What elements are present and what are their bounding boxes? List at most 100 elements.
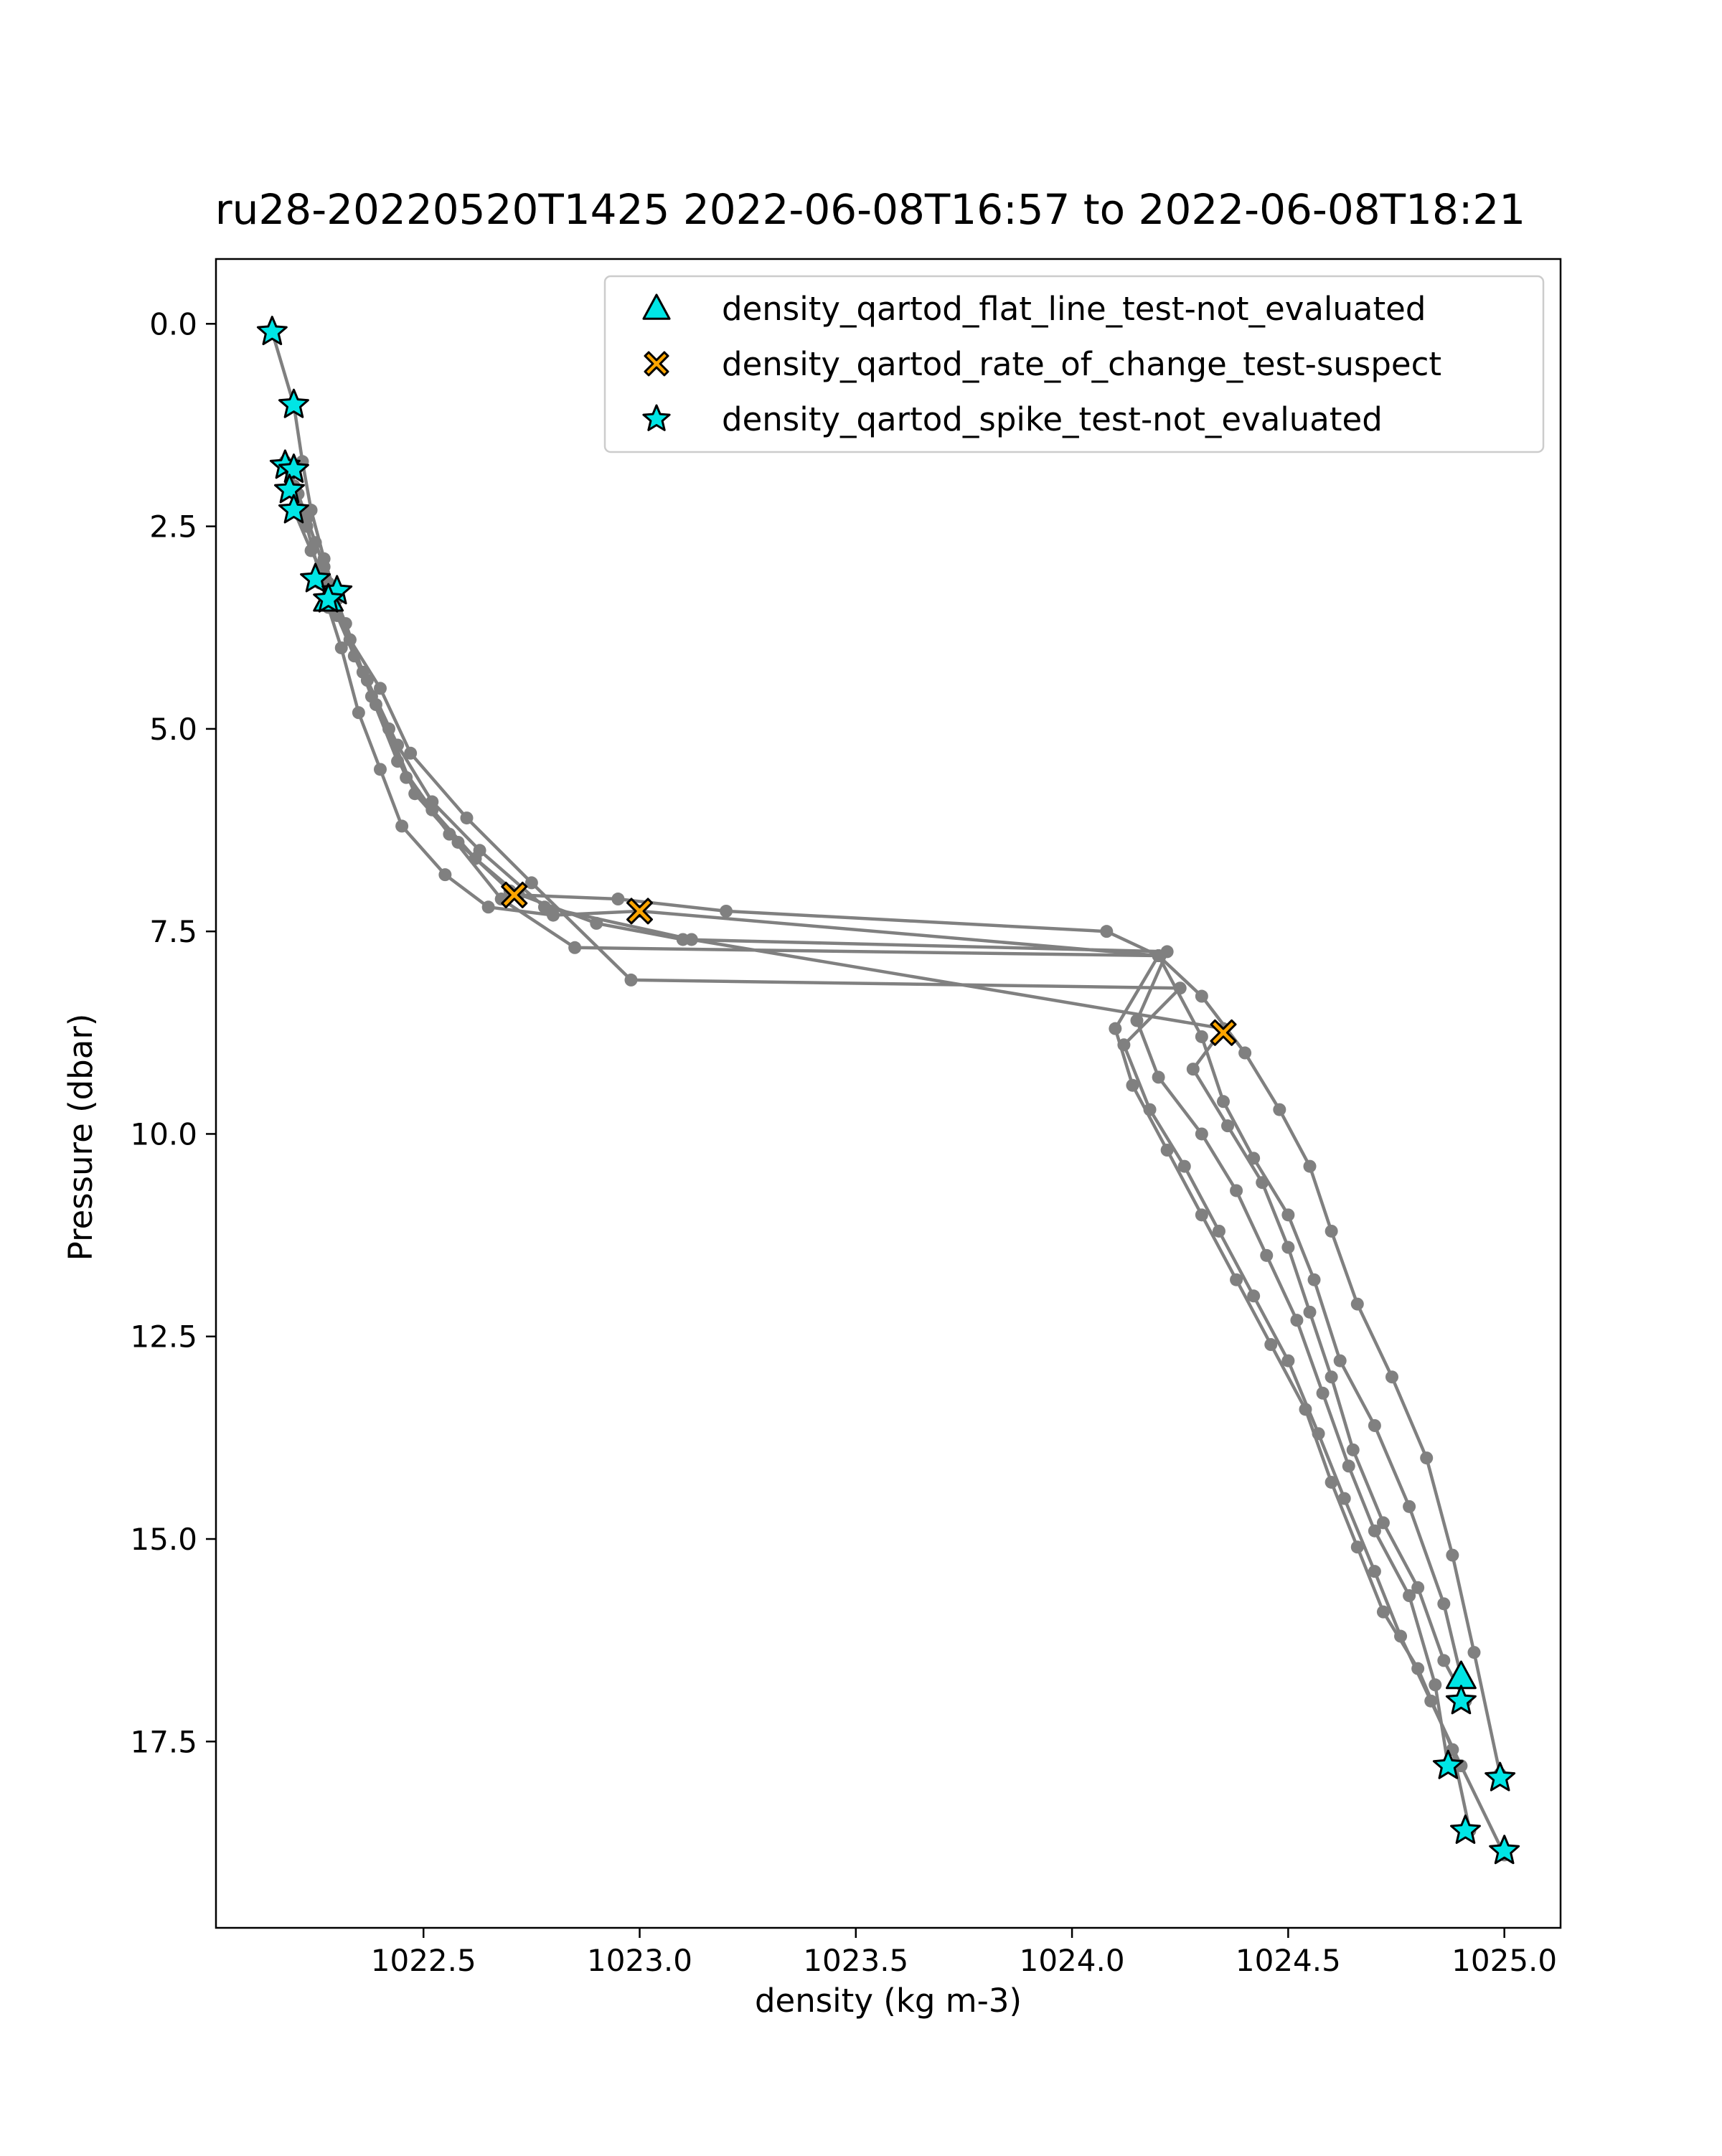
profile-point: [547, 908, 560, 922]
flag-marker-star: [278, 388, 309, 418]
profile-point: [1281, 1241, 1295, 1254]
legend-marker-x: [644, 351, 669, 377]
flag-series-0: [313, 583, 1477, 1690]
flag-markers-layer: [256, 316, 1520, 1865]
y-tick-label: 15.0: [130, 1522, 197, 1557]
legend-item-0: density_qartod_flat_line_test-not_evalua…: [642, 290, 1426, 328]
legend-marker-star: [642, 404, 671, 431]
x-tick-label: 1025.0: [1452, 1943, 1557, 1978]
profile-point: [1368, 1565, 1381, 1578]
legend: density_qartod_flat_line_test-not_evalua…: [603, 275, 1545, 453]
profile-point: [352, 706, 365, 720]
profile-point: [1230, 1273, 1243, 1286]
profile-point: [1316, 1386, 1330, 1400]
profile-line: [283, 461, 1463, 1677]
axes-layer: 1022.5 1023.0 1023.5 1024.0 1024.5 1025.0 0.0 2…: [130, 258, 1562, 1978]
profile-1: [278, 455, 1468, 1683]
profile-line: [318, 582, 1467, 1702]
flag-series-1: [501, 881, 1237, 1046]
profile-point: [1195, 989, 1208, 1003]
flag-series-2: [256, 316, 1520, 1865]
x-tick-label: 1023.0: [587, 1943, 692, 1978]
profile-point: [1160, 1144, 1174, 1157]
flag-marker-x: [501, 881, 528, 908]
profile-0: [265, 325, 1507, 1781]
legend-label: density_qartod_spike_test-not_evaluated: [722, 400, 1383, 438]
profile-point: [400, 771, 413, 784]
x-tick-label: 1024.0: [1020, 1943, 1125, 1978]
profile-point: [537, 900, 551, 914]
chart-title: ru28-20220520T1425 2022-06-08T16:57 to 2…: [215, 185, 1525, 234]
profile-point: [1403, 1589, 1416, 1603]
profile-point: [1325, 1475, 1338, 1489]
y-axis-label: Pressure (dbar): [62, 1014, 100, 1261]
profile-point: [1368, 1524, 1381, 1538]
profile-line: [270, 331, 1502, 1774]
profile-point: [373, 682, 387, 695]
profile-point: [1368, 1418, 1381, 1432]
flag-marker-star: [1445, 1685, 1477, 1715]
profile-point: [1173, 982, 1187, 995]
profile-point: [1446, 1548, 1459, 1562]
flag-marker-star: [313, 583, 344, 613]
profile-point: [1273, 1103, 1286, 1116]
flag-marker-star: [256, 316, 288, 346]
profile-point: [1429, 1678, 1442, 1692]
profile-point: [1100, 925, 1114, 938]
flag-marker-star: [1450, 1814, 1481, 1844]
profile-point: [404, 746, 418, 760]
profile-point: [1424, 1694, 1438, 1708]
profile-point: [1437, 1597, 1451, 1611]
profile-4: [287, 504, 1511, 1862]
legend-item-2: density_qartod_spike_test-not_evaluated: [642, 400, 1383, 438]
profile-point: [1303, 1305, 1317, 1319]
profile-point: [443, 827, 456, 841]
x-tick-label: 1023.5: [803, 1943, 908, 1978]
profile-point: [395, 819, 409, 833]
y-tick-label: 17.5: [130, 1724, 197, 1759]
profile-point: [1376, 1605, 1390, 1619]
profile-point: [1350, 1297, 1364, 1311]
flag-marker-star: [1432, 1749, 1464, 1779]
profile-point: [1177, 1159, 1191, 1173]
profile-point: [1195, 1030, 1208, 1043]
profile-line: [292, 485, 1472, 1831]
profile-point: [1346, 1443, 1360, 1456]
profile-point: [1238, 1046, 1252, 1060]
profile-point: [1312, 1427, 1325, 1441]
profile-point: [1195, 1127, 1208, 1141]
flag-marker-star: [278, 494, 309, 524]
profile-point: [720, 904, 733, 918]
profile-line: [292, 509, 1506, 1856]
x-axis-label: density (kg m-3): [755, 1982, 1022, 2020]
profile-point: [1307, 1273, 1321, 1286]
profile-point: [1256, 1176, 1269, 1190]
flag-marker-star: [300, 562, 331, 593]
profile-point: [1290, 1314, 1304, 1327]
profile-point: [1394, 1629, 1408, 1643]
x-tick-label: 1024.5: [1236, 1943, 1341, 1978]
flag-marker-x: [1210, 1019, 1237, 1046]
profile-point: [391, 738, 405, 752]
profile-point: [1260, 1248, 1274, 1262]
profile-point: [1420, 1451, 1434, 1465]
profile-point: [1325, 1370, 1338, 1384]
profile-point: [1411, 1581, 1425, 1594]
profile-point: [373, 763, 387, 776]
y-tick-label: 2.5: [149, 509, 197, 545]
y-tick-label: 0.0: [149, 306, 197, 342]
profile-point: [524, 876, 538, 890]
y-tick-label: 5.0: [149, 712, 197, 747]
profile-point: [1195, 1208, 1208, 1222]
profile-point: [1130, 1014, 1144, 1027]
profile-point: [1247, 1289, 1261, 1303]
flag-marker-star: [278, 453, 309, 484]
profile-point: [1126, 1078, 1139, 1092]
profile-point: [1337, 1492, 1351, 1505]
profile-point: [1186, 1063, 1200, 1076]
profile-2: [283, 463, 1455, 1773]
profile-line: [288, 469, 1450, 1766]
profile-point: [438, 868, 452, 882]
legend-item-1: density_qartod_rate_of_change_test-suspe…: [644, 345, 1441, 383]
